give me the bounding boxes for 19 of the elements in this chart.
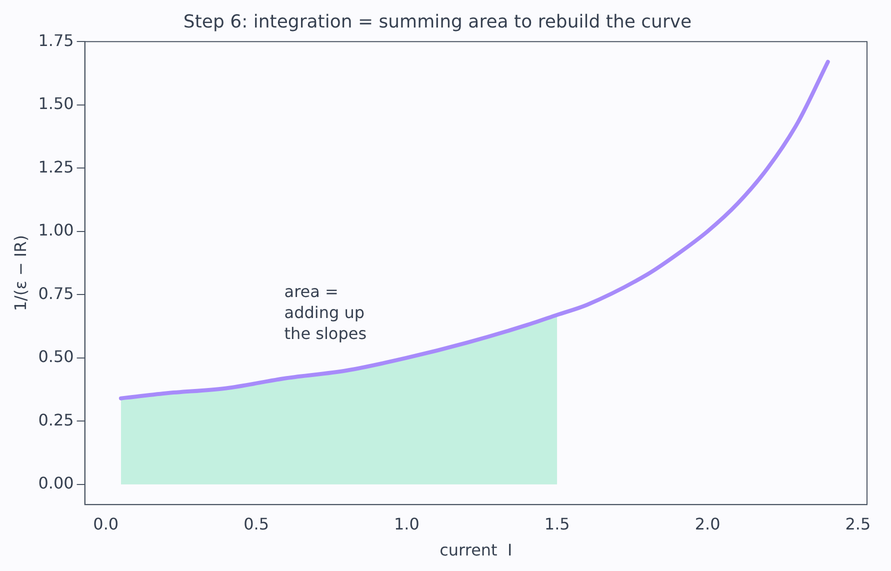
x-tick-label: 0.0 xyxy=(93,514,119,534)
x-tick-label: 0.5 xyxy=(244,514,270,534)
x-tick-label: 2.5 xyxy=(845,514,871,534)
x-axis-title: current I xyxy=(440,540,512,560)
x-tick-label: 1.5 xyxy=(544,514,570,534)
chart-title: Step 6: integration = summing area to rebuild the curve xyxy=(183,11,692,32)
x-tick-label: 2.0 xyxy=(694,514,720,534)
y-tick-label: 0.25 xyxy=(38,410,74,430)
y-tick-label: 0.75 xyxy=(38,284,74,303)
y-tick-label: 0.00 xyxy=(38,474,74,493)
y-tick-label: 0.50 xyxy=(38,347,74,366)
line-series xyxy=(118,60,830,400)
y-tick-label: 1.75 xyxy=(38,30,74,50)
y-tick-label: 1.00 xyxy=(38,220,74,240)
y-axis-title: 1/(ε − IR) xyxy=(10,235,30,312)
y-tick-label: 1.25 xyxy=(38,157,74,176)
y-tick-label: 1.50 xyxy=(38,94,74,114)
x-tick-label: 1.0 xyxy=(394,514,420,534)
annotation: area = adding up the slopes xyxy=(284,282,367,343)
